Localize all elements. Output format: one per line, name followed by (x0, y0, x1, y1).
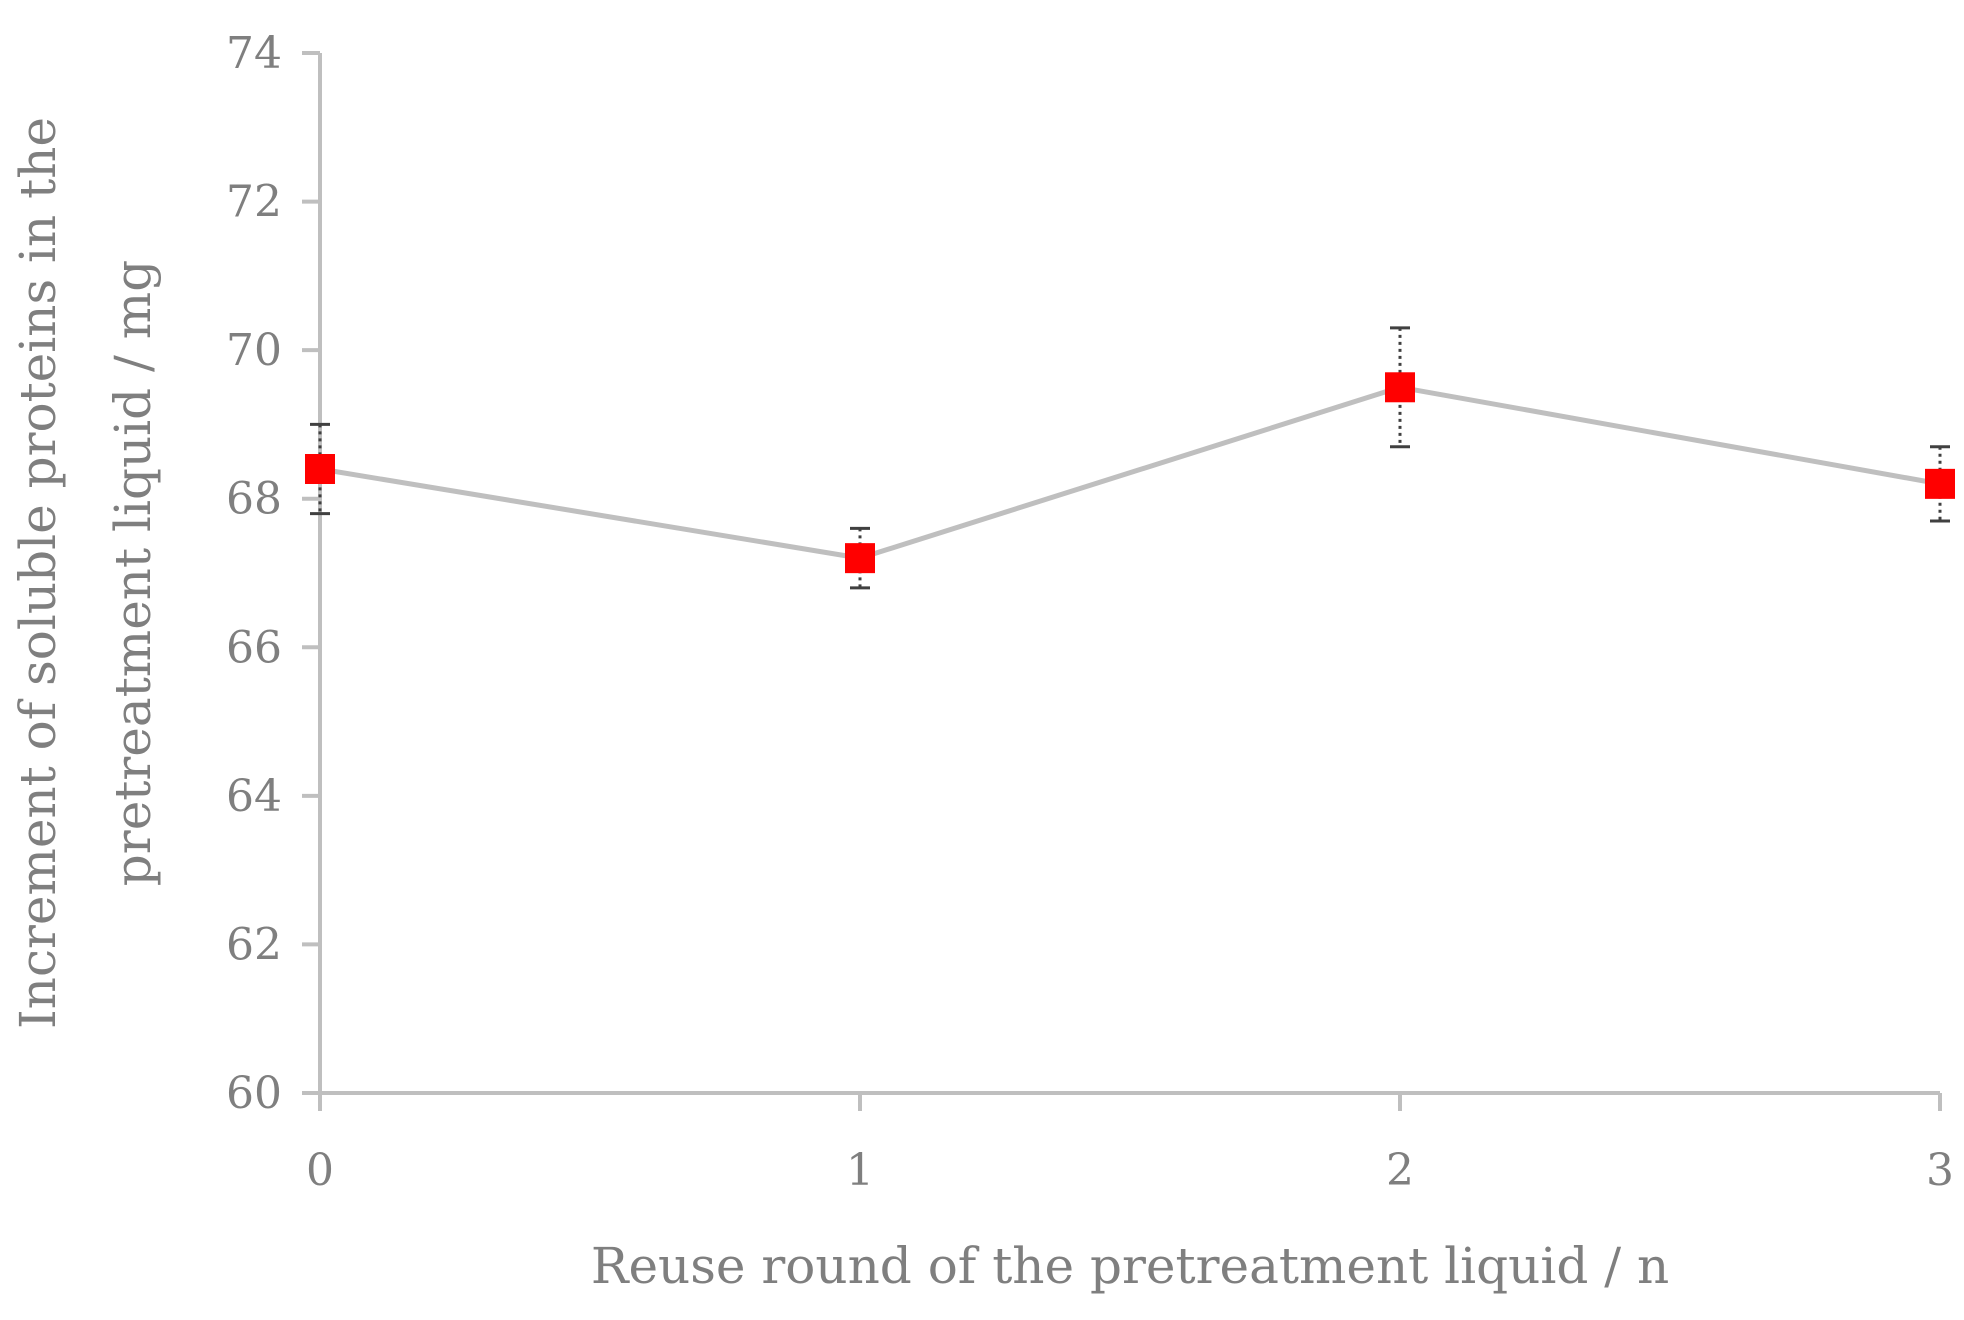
data-series (305, 326, 1955, 590)
x-tick-label: 0 (306, 1145, 334, 1196)
series-line (319, 384, 1941, 561)
y-tick-label: 62 (226, 919, 282, 970)
x-tick-label: 1 (846, 1145, 874, 1196)
data-point (845, 543, 875, 574)
y-axis-title-line-1: Increment of soluble proteins in the (9, 117, 67, 1029)
x-axis: 0 1 2 3 (306, 1091, 1954, 1196)
x-axis-title: Reuse round of the pretreatment liquid /… (591, 1237, 1669, 1295)
y-tick-label: 74 (226, 28, 282, 79)
data-point (305, 454, 335, 484)
x-tick-label: 2 (1386, 1145, 1414, 1196)
y-tick-label: 68 (226, 474, 282, 525)
data-point (1385, 372, 1415, 403)
y-axis-title-line-2: pretreatment liquid / mg (104, 260, 162, 886)
y-tick-label: 60 (226, 1068, 282, 1119)
y-tick-label: 72 (226, 177, 282, 228)
y-tick-label: 64 (226, 771, 282, 822)
y-tick-label: 66 (226, 622, 282, 673)
y-axis: 60 62 64 66 68 70 72 74 (226, 28, 322, 1119)
y-tick-label: 70 (226, 325, 282, 376)
x-tick-label: 3 (1926, 1145, 1954, 1196)
data-point (1925, 468, 1955, 499)
